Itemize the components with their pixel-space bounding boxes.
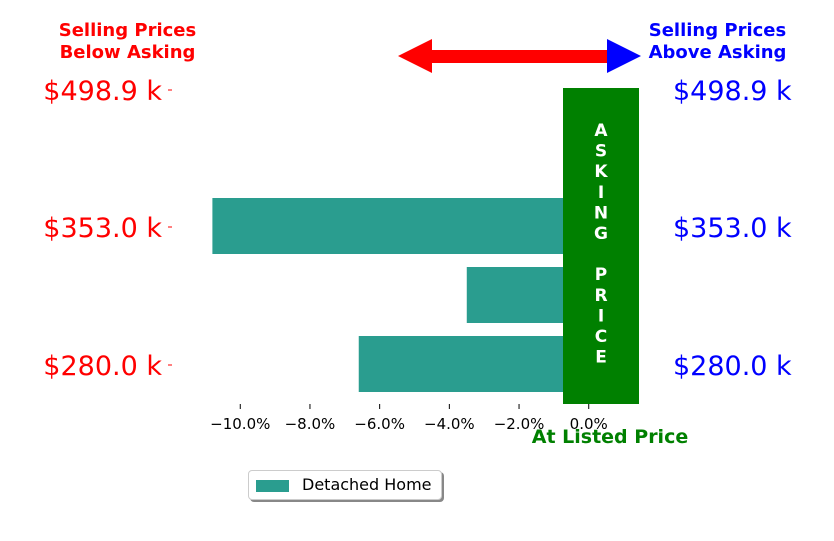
asking-letter-1: S xyxy=(595,142,607,162)
left-ytick-label-1: $353.0 k xyxy=(43,213,162,244)
hdr-left-line-1: Below Asking xyxy=(59,42,196,63)
asking-band-rect xyxy=(563,88,639,404)
asking-letter-7: P xyxy=(595,265,607,285)
x-tick-label-1: −8.0% xyxy=(285,415,336,433)
x-axis: −10.0% −8.0% −6.0% −4.0% −2.0% 0.0% xyxy=(210,404,608,433)
asking-letter-3: I xyxy=(598,183,604,203)
y-tick-labels: $280.0 k $353.0 k $498.9 k $280.0 k $353.0 k… xyxy=(43,76,792,382)
bar-2 xyxy=(212,198,589,254)
bar-0 xyxy=(358,336,589,392)
header-above-asking: Selling Prices Above Asking xyxy=(620,20,815,64)
asking-letter-8: R xyxy=(594,286,607,306)
legend: Detached Home xyxy=(248,470,442,500)
right-ytick-label-2: $498.9 k xyxy=(673,76,792,107)
header-below-asking: Selling Prices Below Asking xyxy=(30,20,225,64)
legend-label: Detached Home xyxy=(302,475,432,494)
asking-letter-10: C xyxy=(595,327,607,347)
at-listed-price-label: At Listed Price xyxy=(531,426,689,448)
right-ytick-label-1: $353.0 k xyxy=(673,213,792,244)
x-tick-label-4: −2.0% xyxy=(494,415,545,433)
left-ytick-label-2: $498.9 k xyxy=(43,76,162,107)
hdr-left-line-0: Selling Prices xyxy=(58,20,197,41)
legend-swatch xyxy=(256,480,289,492)
x-tick-label-0: −10.0% xyxy=(210,415,270,433)
left-ytick-label-0: $280.0 k xyxy=(43,351,162,382)
arrow-shaft xyxy=(430,50,611,63)
asking-letter-9: I xyxy=(598,306,604,326)
arrow-head-right xyxy=(607,39,641,73)
asking-letter-11: E xyxy=(595,348,607,368)
right-ytick-label-0: $280.0 k xyxy=(673,351,792,382)
x-tick-label-3: −4.0% xyxy=(424,415,475,433)
hdr-right-line-1: Above Asking xyxy=(648,42,787,63)
x-tick-label-5: 0.0% xyxy=(570,415,608,433)
asking-letter-5: G xyxy=(594,224,608,244)
asking-letter-2: K xyxy=(594,162,608,182)
asking-letter-4: N xyxy=(594,203,608,223)
x-tick-label-2: −6.0% xyxy=(354,415,405,433)
asking-letter-0: A xyxy=(594,121,608,141)
arrow-head-left xyxy=(398,39,432,73)
hdr-right-line-0: Selling Prices xyxy=(648,20,787,41)
direction-arrow xyxy=(398,39,641,73)
